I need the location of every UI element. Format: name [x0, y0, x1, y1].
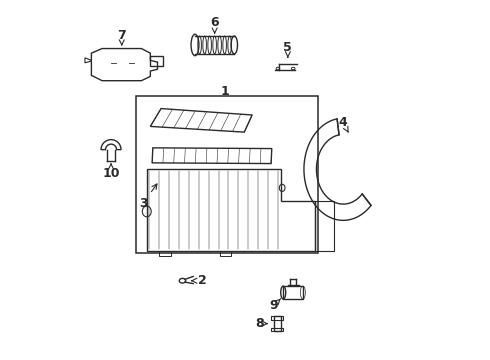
Text: 9: 9 — [270, 299, 281, 312]
Text: 4: 4 — [339, 116, 348, 132]
Text: 1: 1 — [221, 85, 230, 98]
Bar — [283, 286, 303, 299]
Bar — [271, 316, 283, 320]
Bar — [273, 316, 281, 332]
Bar — [159, 251, 171, 256]
Bar — [220, 251, 231, 256]
Bar — [136, 96, 318, 253]
Text: 10: 10 — [102, 164, 120, 180]
Text: 8: 8 — [255, 317, 267, 330]
Text: 6: 6 — [210, 16, 219, 33]
Text: 2: 2 — [192, 274, 206, 287]
Text: 3: 3 — [139, 184, 157, 210]
Bar — [271, 328, 283, 332]
Text: 7: 7 — [118, 29, 126, 45]
Text: 5: 5 — [284, 41, 292, 57]
